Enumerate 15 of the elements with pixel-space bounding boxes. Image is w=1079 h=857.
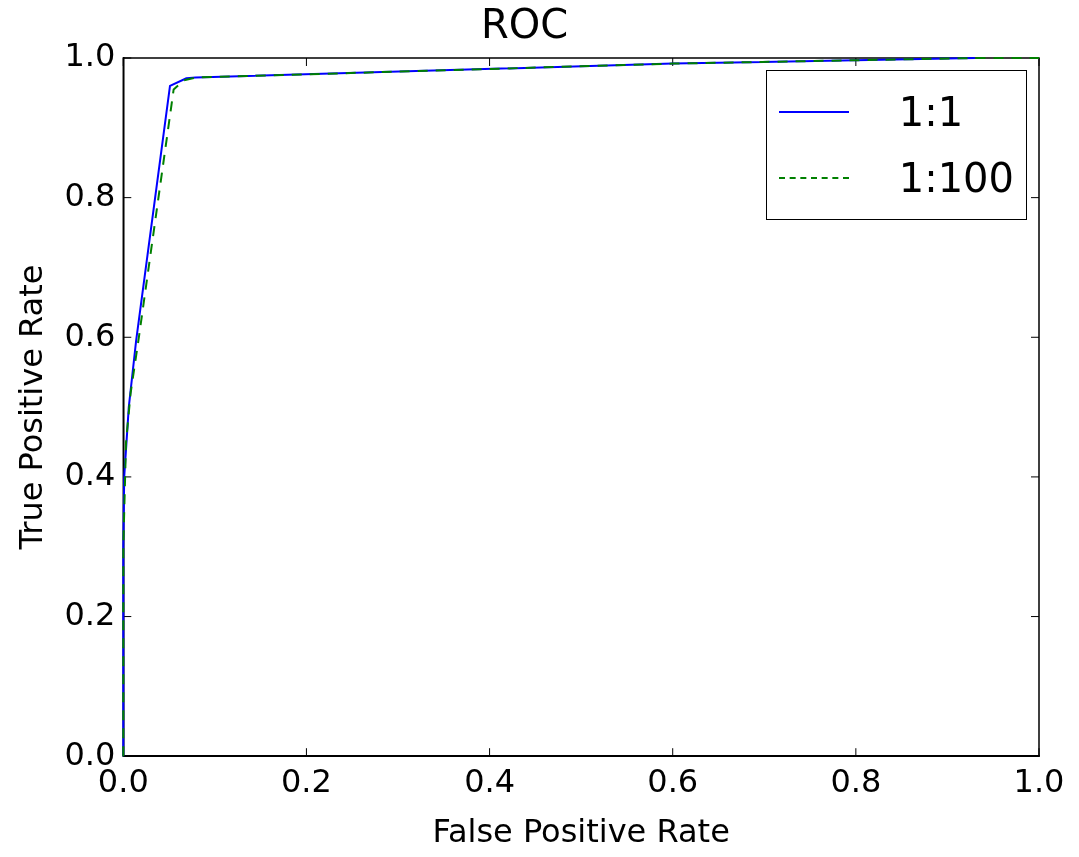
x-tick-label: 1.0 bbox=[1013, 761, 1065, 800]
y-axis-title: True Positive Rate bbox=[11, 264, 50, 551]
chart-title: ROC bbox=[480, 1, 569, 48]
y-tick-label: 0.8 bbox=[64, 175, 116, 214]
legend-label: 1:100 bbox=[898, 154, 1014, 203]
x-tick-label: 0.2 bbox=[280, 761, 332, 800]
x-tick-label: 0.8 bbox=[830, 761, 882, 800]
y-tick-label: 0.4 bbox=[64, 455, 116, 494]
x-tick-label: 0.6 bbox=[647, 761, 699, 800]
legend-label: 1:1 bbox=[898, 88, 964, 137]
y-tick-label: 1.0 bbox=[64, 36, 116, 75]
y-tick-label: 0.2 bbox=[64, 594, 116, 633]
y-tick-label: 0.6 bbox=[64, 315, 116, 354]
x-tick-label: 0.4 bbox=[464, 761, 516, 800]
x-axis-title: False Positive Rate bbox=[432, 812, 730, 851]
